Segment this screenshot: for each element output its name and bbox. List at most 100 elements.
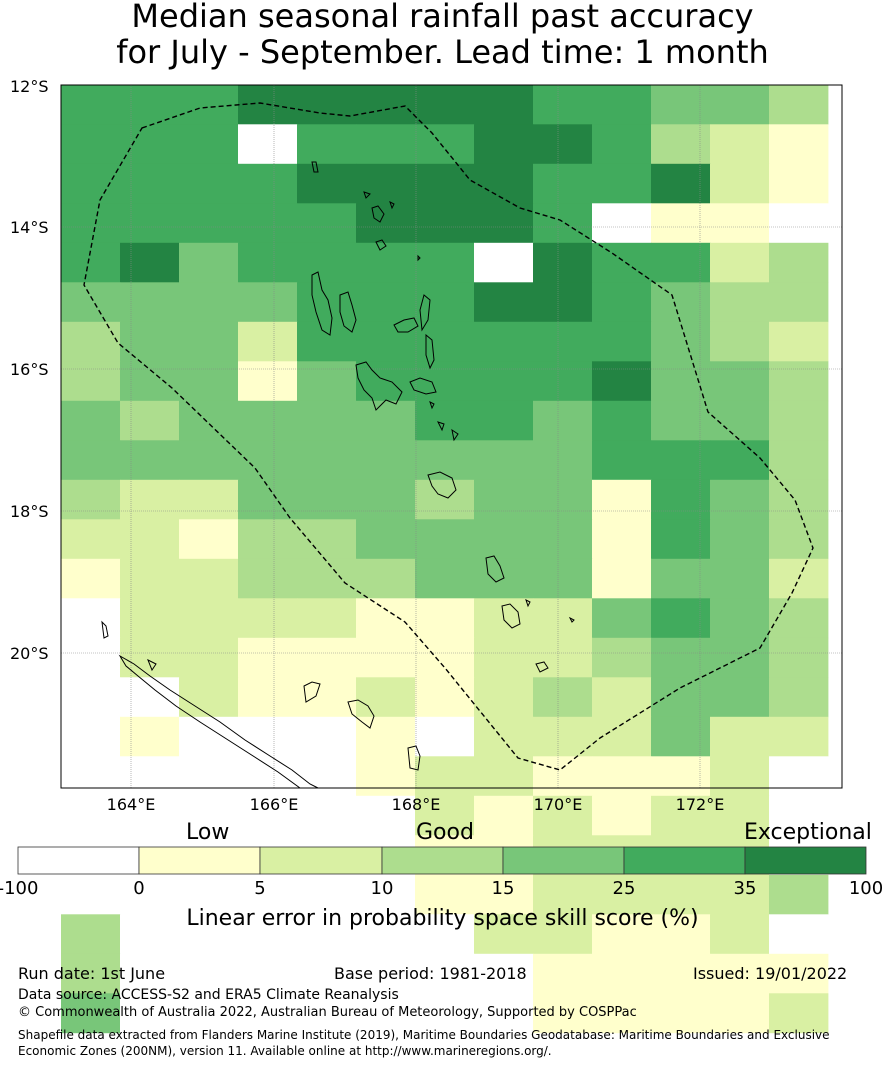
- colorbar-tick: 15: [491, 878, 515, 899]
- grid-cell: [120, 321, 180, 362]
- grid-cell: [120, 124, 180, 165]
- grid-cell: [592, 914, 652, 955]
- grid-cell: [120, 637, 180, 678]
- grid-cell: [592, 242, 652, 283]
- grid-cell: [120, 874, 180, 915]
- grid-cell: [120, 519, 180, 560]
- grid-cell: [474, 993, 534, 1034]
- grid-cell: [61, 993, 121, 1034]
- grid-cell: [120, 400, 180, 441]
- grid-cell: [710, 756, 770, 797]
- grid-cell: [238, 795, 298, 836]
- grid-cell: [651, 203, 711, 244]
- grid-cell: [297, 637, 357, 678]
- grid-cell: [179, 282, 239, 323]
- grid-cell: [533, 953, 593, 994]
- island-outline: [429, 401, 435, 410]
- grid-cell: [356, 203, 416, 244]
- grid-cell: [356, 124, 416, 165]
- grid-cell: [533, 756, 593, 797]
- grid-cell: [356, 953, 416, 994]
- island-outline: [427, 471, 457, 499]
- data-source: Data source: ACCESS-S2 and ERA5 Climate …: [18, 987, 399, 1003]
- grid-cell: [769, 756, 829, 797]
- grid-cell: [415, 479, 475, 520]
- island-outline: [535, 661, 549, 673]
- colorbar-tick: -100: [0, 878, 39, 899]
- lat-label-16s: 16°S: [10, 360, 49, 379]
- grid-cell: [651, 914, 711, 955]
- grid-cell: [415, 677, 475, 718]
- grid-cell: [238, 519, 298, 560]
- grid-cell: [61, 479, 121, 520]
- grid-cell: [415, 558, 475, 599]
- grid-cell: [179, 361, 239, 402]
- grid-cell: [61, 203, 121, 244]
- grid-cell: [120, 756, 180, 797]
- colorbar-word-good: Good: [416, 820, 474, 845]
- grid-cell: [533, 637, 593, 678]
- grid-cell: [179, 242, 239, 283]
- grid-cell: [415, 756, 475, 797]
- island-outline: [407, 745, 421, 771]
- grid-cell: [179, 637, 239, 678]
- grid-cell: [61, 795, 121, 836]
- grid-cell: [769, 598, 829, 639]
- grid-cell: [651, 756, 711, 797]
- colorbar-swatch: [138, 846, 261, 875]
- grid-cell: [415, 203, 475, 244]
- grid-cell: [592, 756, 652, 797]
- grid-cell: [710, 84, 770, 125]
- grid-cell: [592, 163, 652, 204]
- grid-cell: [710, 479, 770, 520]
- colorbar-tick: 10: [370, 878, 394, 899]
- island-outline: [371, 205, 385, 223]
- grid-cell: [769, 519, 829, 560]
- grid-cell: [356, 84, 416, 125]
- grid-cell: [710, 914, 770, 955]
- grid-cell: [120, 993, 180, 1034]
- grid-cell: [179, 84, 239, 125]
- issued-date: Issued: 19/01/2022: [693, 964, 848, 983]
- grid-cell: [179, 124, 239, 165]
- skill-grid: [61, 84, 829, 1034]
- grid-cell: [710, 953, 770, 994]
- grid-cell: [238, 598, 298, 639]
- grid-cell: [61, 400, 121, 441]
- colorbar-tick: 25: [612, 878, 636, 899]
- island-outline: [419, 294, 431, 332]
- grid-cell: [297, 716, 357, 757]
- grid-cell: [474, 282, 534, 323]
- grid-cell: [238, 953, 298, 994]
- grid-cell: [120, 242, 180, 283]
- grid-cell: [179, 874, 239, 915]
- grid-cell: [592, 84, 652, 125]
- grid-cell: [120, 953, 180, 994]
- grid-cell: [238, 479, 298, 520]
- grid-cell: [356, 637, 416, 678]
- grid-cell: [474, 124, 534, 165]
- grid-cell: [179, 716, 239, 757]
- grid-cell: [415, 163, 475, 204]
- grid-cell: [474, 203, 534, 244]
- grid-cell: [533, 479, 593, 520]
- grid-cell: [415, 993, 475, 1034]
- grid-cell: [592, 400, 652, 441]
- grid-cell: [769, 795, 829, 836]
- grid-cell: [533, 598, 593, 639]
- grid-cell: [710, 677, 770, 718]
- grid-cell: [592, 282, 652, 323]
- colorbar-tick: 0: [133, 878, 145, 899]
- grid-cell: [61, 914, 121, 955]
- grid-cell: [61, 519, 121, 560]
- island-outline: [101, 620, 109, 639]
- island-outline: [425, 333, 435, 370]
- colorbar-tick: 100: [848, 878, 884, 899]
- grid-cell: [651, 282, 711, 323]
- grid-cell: [297, 321, 357, 362]
- island-outline: [363, 191, 371, 199]
- island-outline: [355, 361, 403, 411]
- copyright: © Commonwealth of Australia 2022, Austra…: [18, 1005, 637, 1020]
- grid-cell: [710, 874, 770, 915]
- grid-cell: [356, 874, 416, 915]
